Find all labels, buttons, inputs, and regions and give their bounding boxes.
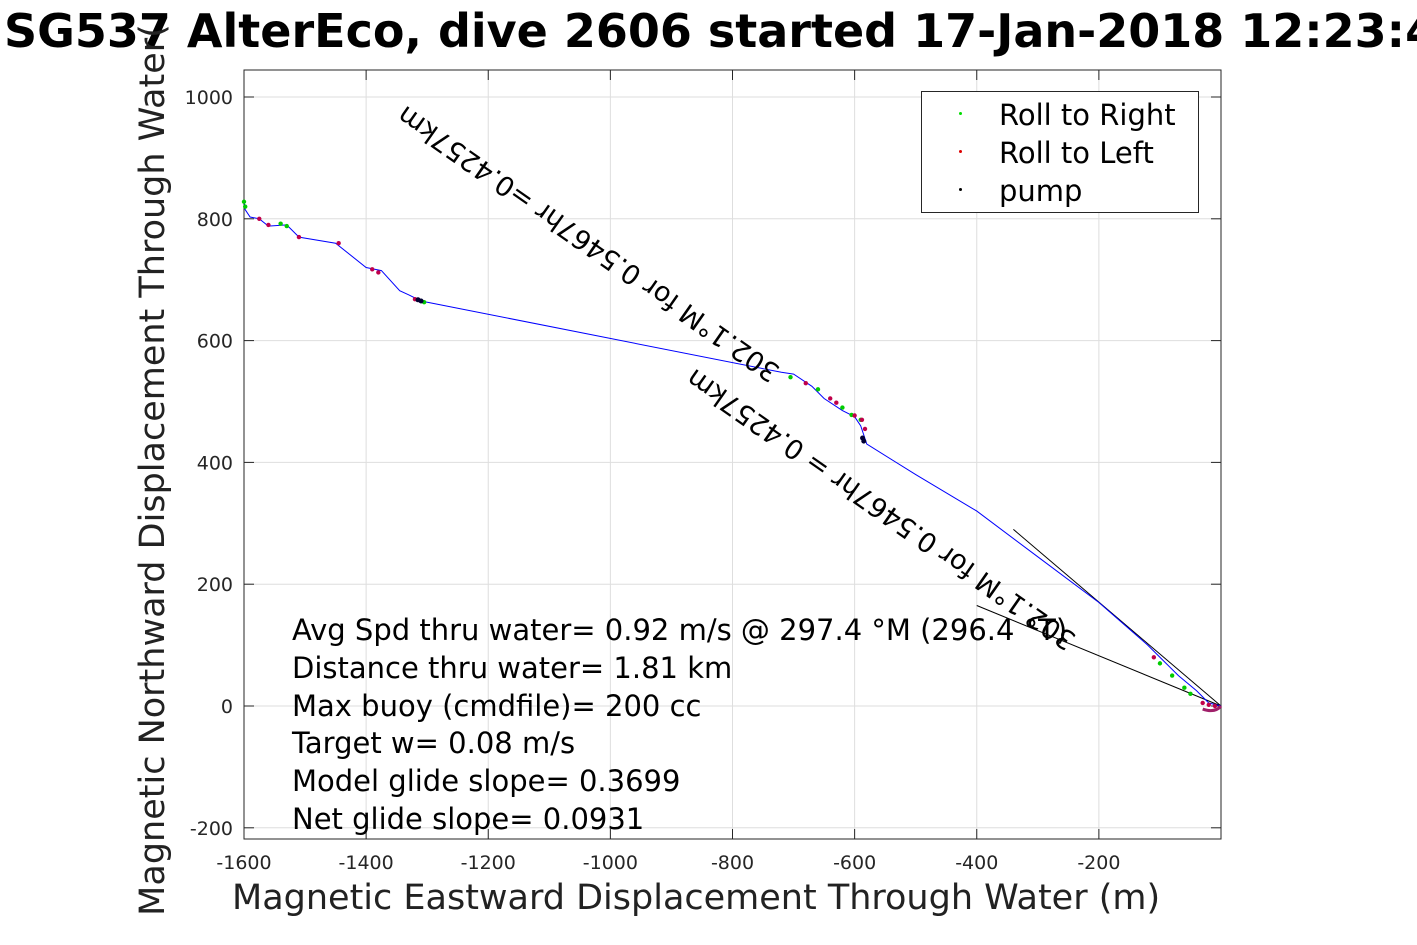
y-tick-label: 400 — [197, 452, 233, 474]
x-tick-label: -1200 — [461, 852, 516, 874]
bearing-line — [976, 605, 1222, 707]
x-axis-ticks: -1600 -1400 -1200 -1000 -800 -600 -400 -200 — [216, 70, 1120, 874]
legend-label-pump: pump — [999, 174, 1083, 208]
x-tick-label: -200 — [1077, 852, 1120, 874]
roll-left-point — [257, 216, 262, 221]
roll-left-point — [859, 417, 865, 422]
legend-item-pump: pump — [922, 172, 1198, 210]
roll-right-point — [1157, 661, 1163, 666]
dive-stats: Avg Spd thru water= 0.92 m/s @ 297.4 °M … — [292, 612, 1067, 839]
stat-model-glide-slope: Model glide slope= 0.3699 — [292, 764, 681, 799]
roll-left-point — [803, 381, 808, 386]
y-axis-label: Magnetic Northward Displacement Through … — [133, 24, 173, 916]
roll-left-point — [1151, 655, 1157, 660]
y-tick-label: 1000 — [185, 87, 233, 109]
legend: Roll to Right Roll to Left pump — [921, 91, 1199, 213]
x-tick-label: -1000 — [583, 852, 638, 874]
x-axis-label: Magnetic Eastward Displacement Through W… — [232, 878, 1161, 918]
track-loop — [1202, 704, 1223, 713]
roll-left-point — [376, 270, 381, 275]
roll-right-point — [1169, 673, 1175, 678]
legend-marker-roll-right — [959, 112, 962, 115]
grid-lines — [243, 70, 1221, 839]
roll-left-point — [1200, 700, 1205, 706]
roll-right-point — [815, 387, 821, 392]
roll-right-point — [278, 221, 283, 226]
roll-left-point — [266, 222, 271, 228]
roll-right-point — [284, 223, 289, 229]
roll-left-point — [862, 426, 868, 432]
x-tick-label: -400 — [955, 852, 998, 874]
roll-right-point — [1188, 691, 1193, 697]
bearing-annotation: 302.1°M for 0.5467hr =0.4257km — [392, 99, 786, 387]
stat-net-glide-slope: Net glide slope= 0.0931 — [292, 801, 645, 836]
x-tick-label: -1400 — [339, 852, 394, 874]
x-tick-label: -1600 — [216, 852, 271, 874]
bearing-line — [1013, 529, 1222, 707]
roll-left-point — [834, 400, 839, 405]
stat-target-w: Target w= 0.08 m/s — [292, 726, 576, 761]
legend-item-roll-right: Roll to Right — [922, 96, 1198, 134]
stat-max-buoy: Max buoy (cmdfile)= 200 cc — [292, 688, 702, 723]
stat-avg-speed: Avg Spd thru water= 0.92 m/s @ 297.4 °M … — [292, 613, 1068, 647]
y-tick-label: 0 — [221, 696, 233, 718]
legend-item-roll-left: Roll to Left — [922, 134, 1198, 172]
roll-left-point — [852, 413, 857, 418]
x-tick-label: -800 — [711, 852, 754, 874]
chart-title: SG537 AlterEco, dive 2606 started 17-Jan… — [4, 4, 1417, 58]
pump-point — [861, 438, 867, 444]
stat-distance: Distance thru water= 1.81 km — [292, 650, 733, 685]
legend-marker-roll-left — [959, 150, 962, 153]
roll-left-point — [370, 267, 375, 272]
roll-left-point — [828, 396, 833, 401]
roll-points — [241, 199, 1218, 709]
roll-left-point — [1206, 702, 1211, 707]
roll-left-point — [336, 240, 341, 246]
legend-label-roll-right: Roll to Right — [999, 98, 1176, 132]
bearing-lines — [976, 529, 1222, 707]
pump-point — [418, 298, 424, 304]
roll-right-point — [243, 204, 248, 209]
roll-left-point — [296, 234, 302, 240]
roll-right-point — [840, 405, 845, 410]
roll-right-point — [788, 374, 793, 380]
y-tick-label: 200 — [197, 574, 233, 596]
legend-marker-pump — [959, 188, 962, 191]
roll-left-point — [1212, 703, 1218, 709]
x-tick-label: -600 — [833, 852, 876, 874]
roll-right-point — [1182, 685, 1187, 690]
legend-label-roll-left: Roll to Left — [999, 136, 1154, 170]
y-axis-ticks: -200 0 200 400 600 800 1000 — [185, 87, 1221, 840]
y-tick-label: 600 — [197, 331, 233, 353]
roll-right-point — [241, 199, 247, 204]
y-tick-label: -200 — [190, 818, 233, 840]
y-tick-label: 800 — [197, 209, 233, 231]
